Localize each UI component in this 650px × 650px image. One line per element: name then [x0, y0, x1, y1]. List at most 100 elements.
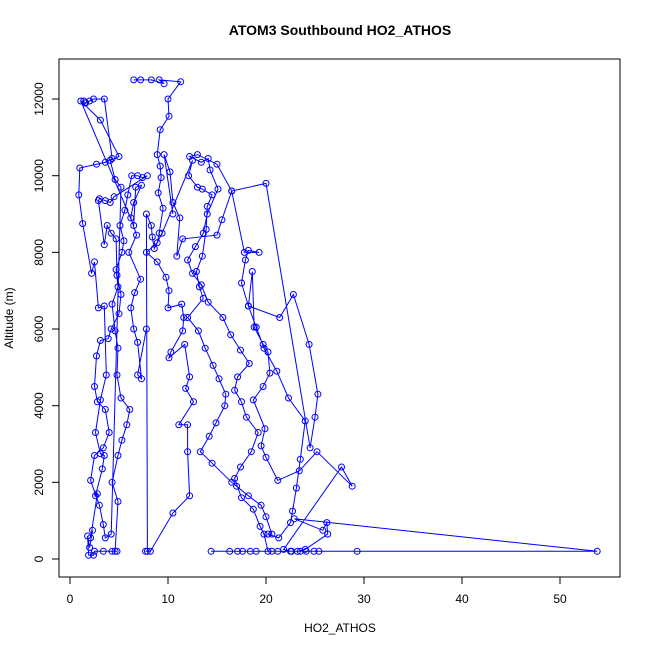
data-point — [110, 193, 118, 201]
data-point — [273, 367, 281, 375]
data-point — [249, 396, 257, 404]
data-point — [153, 258, 161, 266]
data-point — [244, 246, 252, 254]
data-point — [268, 530, 276, 538]
data-point — [203, 210, 211, 218]
data-point — [118, 436, 126, 444]
data-point — [195, 283, 203, 291]
data-point — [127, 214, 135, 222]
data-point — [228, 187, 236, 195]
y-tick-label: 0 — [32, 555, 46, 562]
data-point — [184, 421, 192, 429]
data-point — [184, 314, 192, 321]
y-axis-label: Altitude (m) — [2, 287, 16, 348]
data-point — [173, 252, 181, 260]
data-point — [114, 283, 122, 291]
data-point — [233, 482, 241, 490]
chart-title: ATOM3 Southbound HO2_ATHOS — [229, 22, 451, 38]
data-point — [315, 547, 323, 555]
data-point — [178, 300, 186, 308]
x-axis: 0 10 20 30 40 50 — [67, 577, 567, 606]
data-point — [311, 413, 319, 421]
data-point — [262, 513, 270, 521]
data-point — [201, 344, 209, 352]
data-point — [184, 256, 192, 264]
data-point — [244, 302, 252, 310]
data-point — [191, 243, 199, 251]
data-point — [234, 373, 242, 381]
data-point — [179, 327, 187, 335]
data-point — [166, 168, 174, 176]
data-point — [130, 325, 138, 333]
data-point — [115, 153, 123, 160]
data-point — [256, 522, 264, 530]
series-line-1 — [133, 79, 598, 552]
data-point — [86, 544, 94, 551]
data-point — [218, 216, 226, 224]
data-point — [137, 275, 145, 283]
data-point — [114, 452, 122, 459]
data-point — [259, 340, 267, 348]
data-point — [120, 237, 128, 245]
data-point — [101, 406, 109, 413]
data-point — [293, 547, 301, 555]
data-point — [91, 452, 98, 459]
data-point — [238, 279, 245, 287]
data-point — [95, 501, 103, 509]
data-point — [241, 256, 249, 264]
data-point — [231, 386, 239, 394]
data-point — [96, 116, 104, 124]
data-point — [138, 181, 145, 189]
y-axis: 0 2000 4000 6000 8000 10000 12000 — [32, 82, 59, 562]
data-point — [194, 327, 202, 335]
data-point — [260, 344, 268, 352]
data-point — [130, 222, 138, 229]
x-axis-label: HO2_ATHOS — [304, 621, 376, 635]
data-point — [160, 151, 168, 159]
data-point — [93, 398, 101, 406]
data-point — [131, 289, 139, 297]
data-point — [179, 235, 187, 243]
data-point — [237, 346, 244, 354]
data-point — [77, 97, 85, 105]
data-point — [98, 465, 106, 473]
data-point — [121, 206, 129, 214]
data-point — [176, 214, 184, 222]
data-point — [196, 448, 204, 456]
data-point — [189, 269, 196, 277]
data-point — [215, 375, 223, 383]
data-point — [114, 344, 122, 352]
data-point — [93, 352, 100, 360]
data-point — [245, 360, 253, 367]
data-point — [231, 475, 239, 482]
data-point — [319, 526, 327, 534]
data-point — [137, 76, 145, 84]
data-point — [252, 323, 260, 331]
data-point — [96, 337, 104, 344]
data-point — [289, 507, 296, 515]
data-point — [295, 467, 303, 475]
data-point — [157, 174, 165, 182]
data-point — [290, 515, 298, 523]
data-point — [287, 519, 294, 527]
data-point — [198, 185, 206, 193]
data-point — [100, 452, 108, 459]
data-point — [155, 76, 163, 84]
y-tick-label: 2000 — [32, 469, 46, 496]
data-point — [190, 398, 197, 406]
x-tick-label: 30 — [357, 592, 371, 606]
data-point — [260, 530, 268, 538]
data-point — [107, 229, 115, 237]
data-point — [208, 191, 216, 199]
data-point — [94, 197, 102, 205]
data-point — [197, 281, 205, 289]
data-point — [221, 402, 229, 410]
data-point — [197, 158, 205, 166]
data-point — [99, 521, 107, 528]
data-point — [89, 526, 96, 534]
data-point — [239, 547, 246, 555]
data-point — [148, 233, 156, 241]
data-point — [108, 300, 116, 308]
data-point — [255, 248, 263, 256]
data-point — [164, 304, 172, 312]
